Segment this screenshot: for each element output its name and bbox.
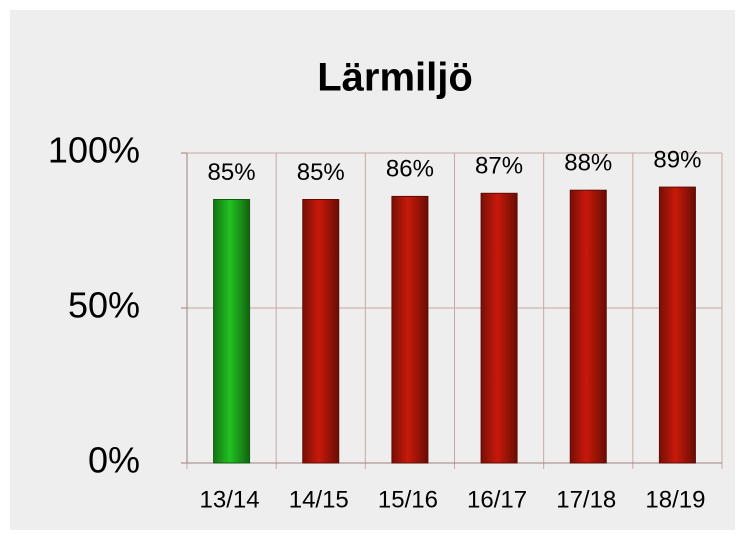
bar <box>302 199 340 464</box>
value-label: 86% <box>386 156 434 183</box>
x-tick-label: 14/15 <box>289 486 349 513</box>
value-label: 87% <box>475 153 523 180</box>
x-tick-label: 17/18 <box>556 486 616 513</box>
bar <box>480 192 518 464</box>
x-tick-label: 18/19 <box>645 486 705 513</box>
background <box>10 10 735 530</box>
value-label: 88% <box>564 150 612 177</box>
y-tick-label: 0% <box>88 440 140 481</box>
y-tick-label: 50% <box>68 285 140 326</box>
x-tick-label: 16/17 <box>467 486 527 513</box>
bar <box>658 186 696 464</box>
value-label: 85% <box>208 159 256 186</box>
bar <box>391 195 429 464</box>
value-label: 85% <box>297 159 345 186</box>
x-tick-label: 13/14 <box>200 486 260 513</box>
value-label: 89% <box>653 146 701 173</box>
y-tick-label: 100% <box>48 130 140 171</box>
chart-title: Lärmiljö <box>317 56 473 100</box>
bar <box>213 199 251 464</box>
bar <box>569 189 607 464</box>
x-tick-label: 15/16 <box>378 486 438 513</box>
